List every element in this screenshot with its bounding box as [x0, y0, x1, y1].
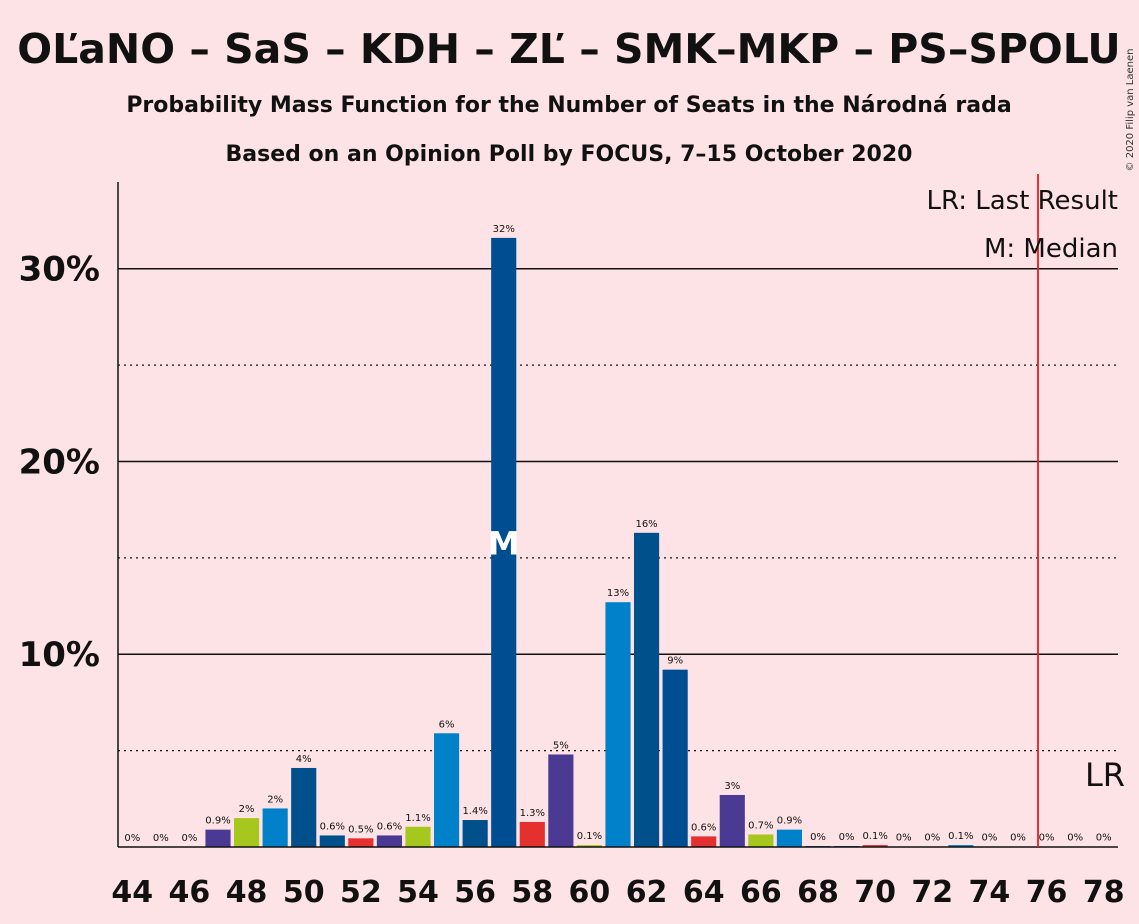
- data-label-seat-46: 0%: [181, 833, 197, 844]
- data-label-seat-69: 0%: [839, 832, 855, 843]
- data-label-seat-60: 0.1%: [577, 831, 602, 842]
- x-tick-label: 62: [626, 875, 668, 910]
- bar-seat-49: [262, 808, 288, 847]
- x-tick-labels: 44 46 48 50 52 54 56 58 60 62 64 66 68 70 72 74 76 78: [111, 875, 1124, 910]
- data-label-seat-44: 0%: [124, 833, 140, 844]
- data-label-seat-57: 32%: [493, 224, 515, 235]
- data-label-seat-77: 0%: [1067, 833, 1083, 844]
- y-tick-label: 30%: [19, 250, 100, 290]
- y-tick-label: 10%: [19, 635, 100, 675]
- data-label-seat-55: 6%: [439, 719, 455, 730]
- data-label-seat-53: 0.6%: [377, 821, 402, 832]
- bar-seat-54: [405, 826, 431, 847]
- data-label-seat-76: 0%: [1039, 833, 1055, 844]
- x-tick-label: 56: [454, 875, 496, 910]
- x-tick-label: 64: [683, 875, 725, 910]
- chart-subtitle-poll: Based on an Opinion Poll by FOCUS, 7–15 …: [226, 142, 913, 167]
- bar-seat-61: [605, 602, 631, 847]
- data-label-seat-51: 0.6%: [320, 821, 345, 832]
- data-label-seat-78: 0%: [1096, 833, 1112, 844]
- bar-seat-57: [491, 237, 517, 847]
- data-label-seat-61: 13%: [607, 588, 629, 599]
- markers: M LR: [488, 174, 1125, 847]
- data-label-seat-49: 2%: [267, 794, 283, 805]
- bar-seat-56: [462, 820, 488, 847]
- bar-seat-64: [691, 836, 717, 847]
- bar-seat-63: [662, 669, 688, 847]
- x-tick-label: 78: [1083, 875, 1125, 910]
- data-label-seat-58: 1.3%: [520, 808, 545, 819]
- data-label-seat-47: 0.9%: [205, 816, 230, 827]
- bar-seat-51: [319, 835, 345, 847]
- bar-seat-47: [205, 829, 231, 847]
- data-label-seat-59: 5%: [553, 740, 569, 751]
- median-marker: M: [488, 524, 520, 562]
- data-label-seat-71: 0%: [896, 833, 912, 844]
- data-label-seat-72: 0%: [924, 833, 940, 844]
- bar-seat-67: [776, 829, 802, 847]
- bar-seat-58: [519, 821, 545, 847]
- data-label-seat-68: 0%: [810, 832, 826, 843]
- bar-seat-50: [291, 767, 317, 847]
- bar-seat-65: [719, 794, 745, 847]
- data-label-seat-66: 0.7%: [748, 820, 773, 831]
- data-label-seat-62: 16%: [635, 519, 657, 530]
- data-label-seat-73: 0.1%: [948, 831, 973, 842]
- x-tick-label: 60: [569, 875, 611, 910]
- data-label-seat-67: 0.9%: [777, 816, 802, 827]
- x-tick-label: 48: [226, 875, 268, 910]
- data-labels: 0% 0% 0%0.9%2%2%4%0.6% 0.5% 0.6%1.1%6%1.4%32…: [124, 224, 1111, 844]
- x-tick-label: 44: [111, 875, 153, 910]
- x-tick-label: 70: [854, 875, 896, 910]
- bar-seat-60: [576, 845, 602, 847]
- data-label-seat-64: 0.6%: [691, 822, 716, 833]
- bar-seat-70: [862, 845, 888, 847]
- chart-title: OĽaNO – SaS – KDH – ZĽ – SMK–MKP – PS–SP…: [17, 25, 1120, 73]
- data-label-seat-70: 0.1%: [862, 831, 887, 842]
- bar-seat-59: [548, 754, 574, 847]
- data-label-seat-56: 1.4%: [462, 806, 487, 817]
- bar-seat-48: [234, 818, 260, 847]
- y-tick-label: 20%: [19, 442, 100, 482]
- x-tick-label: 76: [1026, 875, 1068, 910]
- bars: [205, 237, 1117, 847]
- data-label-seat-65: 3%: [724, 781, 740, 792]
- data-label-seat-75: 0%: [1010, 833, 1026, 844]
- bar-seat-52: [348, 838, 374, 847]
- x-tick-label: 54: [397, 875, 439, 910]
- legend-last-result: LR: Last Result: [926, 186, 1118, 216]
- x-tick-label: 72: [911, 875, 953, 910]
- bar-seat-53: [376, 835, 402, 847]
- x-tick-label: 50: [283, 875, 325, 910]
- data-label-seat-50: 4%: [296, 754, 312, 765]
- data-label-seat-52: 0.5%: [348, 824, 373, 835]
- x-tick-label: 52: [340, 875, 382, 910]
- bar-seat-66: [748, 834, 774, 847]
- data-label-seat-48: 2%: [239, 804, 255, 815]
- x-tick-label: 74: [969, 875, 1011, 910]
- bar-seat-73: [948, 845, 974, 847]
- legend-median: M: Median: [984, 234, 1118, 264]
- last-result-marker: LR: [1085, 756, 1125, 794]
- data-label-seat-63: 9%: [667, 656, 683, 667]
- copyright-note: © 2020 Filip van Laenen: [1125, 49, 1136, 172]
- axes: [117, 182, 1118, 848]
- x-tick-label: 66: [740, 875, 782, 910]
- data-label-seat-74: 0%: [981, 833, 997, 844]
- x-tick-label: 68: [797, 875, 839, 910]
- bar-seat-62: [634, 532, 660, 847]
- data-label-seat-54: 1.1%: [405, 813, 430, 824]
- bar-seat-55: [434, 733, 460, 847]
- chart-subtitle: Probability Mass Function for the Number…: [126, 93, 1011, 118]
- x-tick-label: 46: [169, 875, 211, 910]
- x-tick-label: 58: [511, 875, 553, 910]
- y-tick-labels: 10% 20% 30%: [19, 250, 100, 676]
- data-label-seat-45: 0%: [153, 833, 169, 844]
